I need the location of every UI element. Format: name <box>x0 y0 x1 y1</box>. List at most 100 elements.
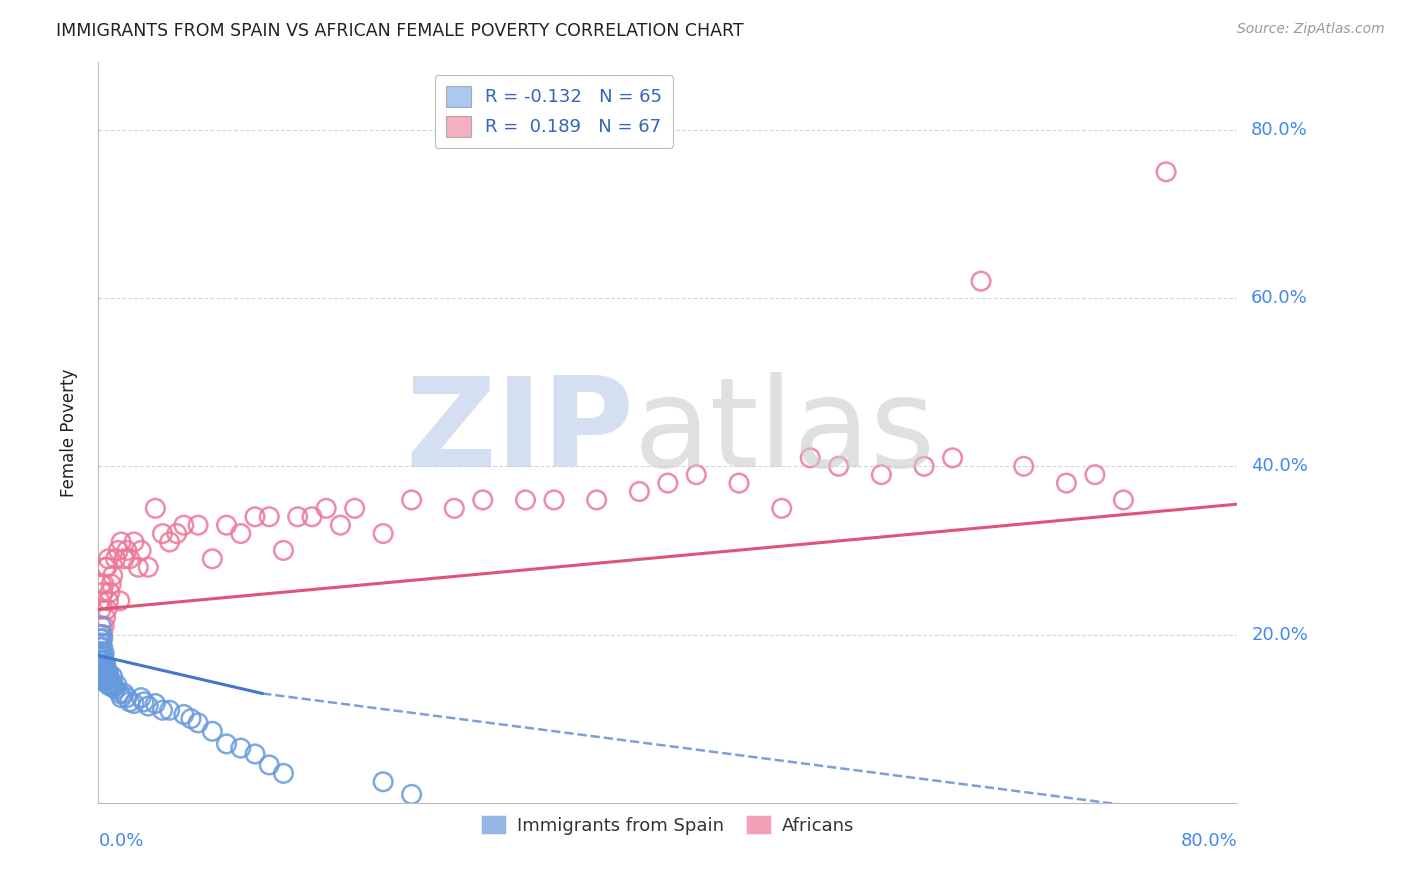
Point <box>1112 492 1135 507</box>
Point <box>94 673 117 688</box>
Point <box>122 535 145 549</box>
Point <box>104 551 127 566</box>
Point <box>100 577 122 591</box>
Point <box>110 690 132 705</box>
Text: 40.0%: 40.0% <box>1251 458 1308 475</box>
Point <box>115 543 138 558</box>
Point <box>159 535 181 549</box>
Text: IMMIGRANTS FROM SPAIN VS AFRICAN FEMALE POVERTY CORRELATION CHART: IMMIGRANTS FROM SPAIN VS AFRICAN FEMALE … <box>56 22 744 40</box>
Point <box>90 602 112 616</box>
Text: 80.0%: 80.0% <box>1181 832 1237 850</box>
Point <box>1056 476 1078 491</box>
Point <box>91 640 114 655</box>
Point <box>89 665 111 680</box>
Point <box>96 670 118 684</box>
Point <box>91 655 114 669</box>
Point <box>870 467 893 482</box>
Point <box>96 676 118 690</box>
Point <box>107 543 129 558</box>
Point <box>97 678 120 692</box>
Point <box>443 501 465 516</box>
Point <box>201 551 224 566</box>
Point <box>287 509 309 524</box>
Point <box>1084 467 1107 482</box>
Point <box>657 476 679 491</box>
Point <box>98 671 121 685</box>
Point <box>93 665 115 680</box>
Point <box>97 551 120 566</box>
Point <box>101 670 124 684</box>
Point <box>110 535 132 549</box>
Point <box>373 526 395 541</box>
Text: Source: ZipAtlas.com: Source: ZipAtlas.com <box>1237 22 1385 37</box>
Point <box>91 665 114 680</box>
Point <box>471 492 494 507</box>
Point <box>828 459 851 474</box>
Point <box>90 670 112 684</box>
Point <box>96 560 118 574</box>
Point <box>127 560 149 574</box>
Point <box>129 690 152 705</box>
Text: 60.0%: 60.0% <box>1251 289 1308 307</box>
Point <box>215 737 238 751</box>
Point <box>942 450 965 465</box>
Point <box>90 577 112 591</box>
Point <box>91 661 114 675</box>
Point <box>94 668 117 682</box>
Point <box>1012 459 1035 474</box>
Point <box>93 671 115 685</box>
Point <box>89 657 111 671</box>
Point <box>93 646 115 660</box>
Point <box>970 274 993 288</box>
Point <box>89 632 111 646</box>
Point <box>129 543 152 558</box>
Point <box>543 492 565 507</box>
Point <box>93 653 115 667</box>
Point <box>90 619 112 633</box>
Point <box>98 585 121 599</box>
Point <box>329 518 352 533</box>
Point <box>628 484 651 499</box>
Point <box>118 695 141 709</box>
Point <box>273 766 295 780</box>
Point <box>97 594 120 608</box>
Point <box>101 568 124 582</box>
Point <box>91 648 114 663</box>
Point <box>100 680 122 694</box>
Legend: Immigrants from Spain, Africans: Immigrants from Spain, Africans <box>474 808 862 842</box>
Point <box>118 551 141 566</box>
Point <box>770 501 793 516</box>
Text: ZIP: ZIP <box>405 372 634 493</box>
Text: 80.0%: 80.0% <box>1251 120 1308 139</box>
Point <box>136 699 159 714</box>
Point <box>98 678 121 692</box>
Point <box>173 707 195 722</box>
Point <box>101 678 124 692</box>
Point <box>97 671 120 685</box>
Point <box>93 619 115 633</box>
Text: 0.0%: 0.0% <box>98 832 143 850</box>
Point <box>243 747 266 761</box>
Point <box>91 673 114 688</box>
Point <box>108 594 131 608</box>
Point <box>105 678 128 692</box>
Point <box>89 648 111 663</box>
Point <box>152 526 174 541</box>
Point <box>112 551 135 566</box>
Point <box>259 509 281 524</box>
Point <box>912 459 935 474</box>
Point <box>96 663 118 677</box>
Point <box>94 560 117 574</box>
Point <box>728 476 751 491</box>
Point <box>201 724 224 739</box>
Point <box>93 577 115 591</box>
Point <box>112 686 135 700</box>
Point <box>187 715 209 730</box>
Point <box>90 661 112 675</box>
Point <box>97 665 120 680</box>
Y-axis label: Female Poverty: Female Poverty <box>59 368 77 497</box>
Point <box>90 644 112 658</box>
Point <box>89 594 111 608</box>
Point <box>93 659 115 673</box>
Point <box>187 518 209 533</box>
